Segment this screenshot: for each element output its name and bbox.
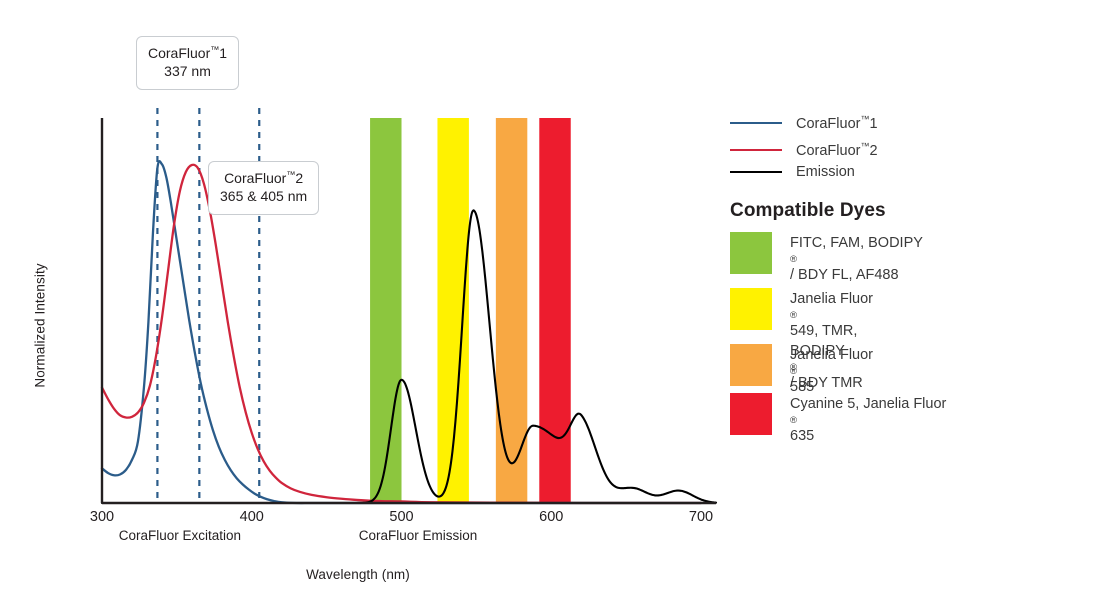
legend-item-label: CoraFluor™2 [796, 141, 878, 159]
callout-corafluor1: CoraFluor™1 337 nm [136, 36, 240, 90]
dye-label: Janelia Fluor ® 585 [790, 344, 873, 398]
x-tick-500: 500 [389, 509, 414, 525]
dye-label: Janelia Fluor ® 549, TMR, BODIPY ® / BDY TMR [790, 288, 873, 394]
callout-line2: 337 nm [164, 63, 211, 80]
chart-plot-area: Normalized Intensity Wavelength (nm) 300… [32, 36, 718, 582]
dye-label: Cyanine 5, Janelia Fluor ® 635 [790, 393, 946, 447]
dye-label-line: Janelia Fluor ® 549, TMR, [790, 291, 874, 340]
legend-item-1: CoraFluor™2 [730, 141, 1100, 159]
legend-item-label: CoraFluor™1 [796, 114, 878, 132]
dye-color-swatch [730, 393, 772, 435]
dye-label-line: Cyanine 5, Janelia Fluor ® 635 [790, 396, 947, 445]
curve-emission [100, 209, 718, 505]
callout-line1: CoraFluor™1 [148, 44, 228, 61]
legend-swatch-line-icon [730, 121, 782, 124]
x-tick-700: 700 [688, 509, 714, 525]
x-tick-300: 300 [89, 509, 115, 525]
dye-label-line: FITC, FAM, BODIPY ® / BDY FL, AF488 [790, 235, 923, 284]
callout-line2: 365 & 405 nm [220, 188, 308, 205]
region-label-1: CoraFluor Emission [358, 528, 478, 543]
y-axis-title: Normalized Intensity [32, 263, 48, 388]
orange-band [495, 118, 528, 503]
dye-label-line: BODIPY ® / BDY TMR [790, 342, 873, 394]
dye-color-swatch [730, 232, 772, 274]
right-panel: CoraFluor™1 CoraFluor™2 Emission Compatibl… [730, 0, 1110, 612]
red-band [539, 118, 571, 503]
curve-excitation-365 [100, 163, 703, 505]
dye-row-2: Janelia Fluor ® 585 [730, 344, 1106, 398]
registered-icon: ® [790, 253, 797, 265]
trademark-icon: ™ [860, 141, 870, 151]
compatible-dyes-title: Compatible Dyes [730, 200, 886, 221]
callout-corafluor2: CoraFluor™2 365 & 405 nm [208, 161, 320, 215]
trademark-icon: ™ [860, 114, 870, 124]
legend-item-label: Emission [796, 164, 855, 180]
legend-swatch-line-icon [730, 148, 782, 151]
region-label-0: CoraFluor Excitation [118, 528, 242, 543]
dye-color-swatch [730, 288, 772, 330]
dye-color-swatch [730, 344, 772, 386]
legend-item-2: Emission [730, 164, 1100, 180]
x-tick-600: 600 [539, 509, 564, 525]
callout-line1: CoraFluor™2 [224, 169, 304, 186]
dye-label-line: Janelia Fluor ® 585 [790, 347, 874, 396]
chart-svg [100, 108, 718, 505]
x-tick-400: 400 [239, 509, 264, 525]
spectra-curves-group [100, 160, 718, 505]
emission-bands-group [370, 118, 571, 503]
dye-row-0: FITC, FAM, BODIPY ® / BDY FL, AF488 [730, 232, 1106, 286]
dye-row-1: Janelia Fluor ® 549, TMR, BODIPY ® / BDY TMR [730, 288, 1106, 394]
green-band [370, 118, 402, 503]
registered-icon: ® [790, 309, 797, 321]
x-axis-title: Wavelength (nm) [306, 567, 410, 582]
dye-label: FITC, FAM, BODIPY ® / BDY FL, AF488 [790, 232, 923, 286]
registered-icon: ® [790, 414, 797, 426]
axes-group [100, 118, 716, 505]
legend-swatch-line-icon [730, 171, 782, 173]
registered-icon: ® [790, 361, 797, 373]
dye-row-3: Cyanine 5, Janelia Fluor ® 635 [730, 393, 1106, 447]
registered-icon: ® [790, 365, 797, 377]
legend-item-0: CoraFluor™1 [730, 114, 1100, 132]
